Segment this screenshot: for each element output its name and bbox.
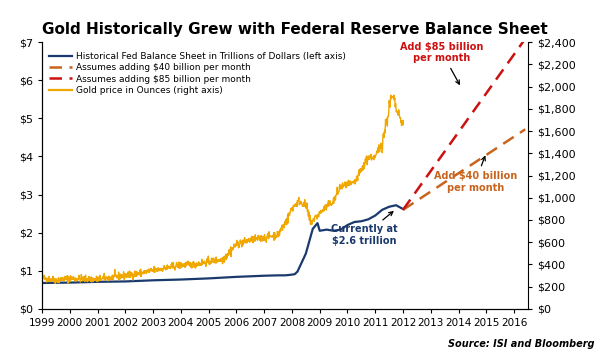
Text: Gold Historically Grew with Federal Reserve Balance Sheet: Gold Historically Grew with Federal Rese… [42,22,548,37]
Text: Add $40 billion
per month: Add $40 billion per month [434,157,517,193]
Text: Currently at
$2.6 trillion: Currently at $2.6 trillion [331,212,397,246]
Text: Source: ISI and Bloomberg: Source: ISI and Bloomberg [448,339,594,349]
Legend: Historical Fed Balance Sheet in Trillions of Dollars (left axis), Assumes adding: Historical Fed Balance Sheet in Trillion… [47,49,349,98]
Text: Add $85 billion
per month: Add $85 billion per month [400,41,484,84]
